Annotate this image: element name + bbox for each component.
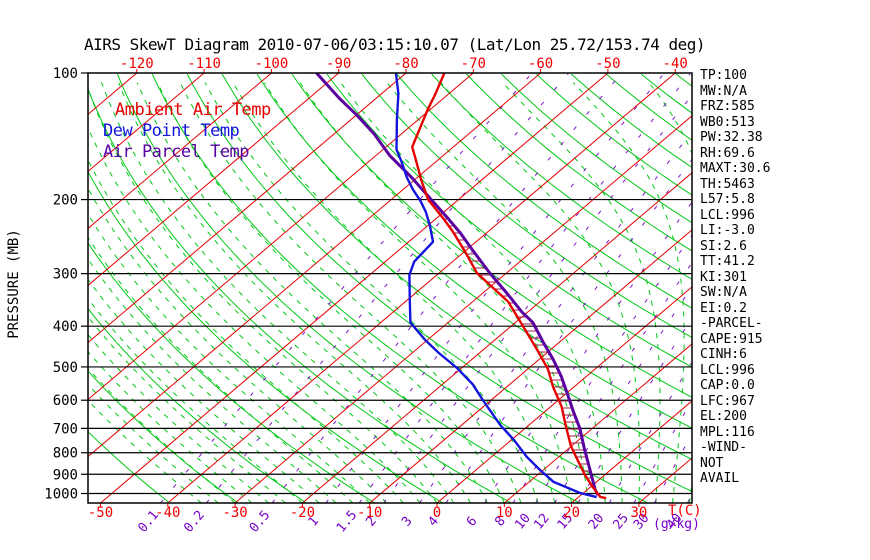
mixing-ratio-group [160,73,692,503]
isotherms-group [88,73,692,503]
stat-line-avail: AVAIL [700,471,740,486]
stat-line-not: NOT [700,455,724,471]
page-title: AIRS SkewT Diagram 2010-07-06/03:15:10.0… [84,35,706,54]
bottom-temp-tick-label: -50 [88,505,113,521]
stat-line-lfc: LFC:967 [700,393,755,409]
stat-line-l57: L57:5.8 [700,192,755,207]
stat-line-tp: TP:100 [700,68,747,83]
stat-line-maxt: MAXT:30.6 [700,161,771,176]
pressure-tick-label: 700 [53,421,78,437]
bottom-temp-tick-label: 10 [496,505,513,521]
top-temp-tick-label: -40 [663,56,688,72]
bottom-temp-tick-label: 20 [563,505,580,521]
pressure-axis-title: PRESSURE (MB) [6,229,22,339]
air-parcel-temp-curve [315,73,600,496]
bottom-temp-tick-label: -10 [357,505,382,521]
top-temp-tick-label: -110 [187,56,221,72]
mixing-ratio-tick-label: 25 [610,511,632,533]
legend-dew-point-temp: Dew Point Temp [103,121,240,141]
top-temp-tick-label: -60 [528,56,553,72]
stat-line-wb0: WB0:513 [700,114,755,130]
stat-line-ki: KI:301 [700,269,747,285]
stat-line-tt: TT:41.2 [700,254,755,269]
top-temp-tick-label: -90 [326,56,351,72]
stat-line-cap: CAP:0.0 [700,378,755,393]
mixing-ratio-tick-label: 0.2 [181,508,208,536]
stat-line-ei: EI:0.2 [700,300,747,316]
stat-line-wind: -WIND- [700,440,747,455]
temperature-unit-label: T(C) [668,503,702,519]
mixing-ratio-tick-label: 12 [531,511,553,533]
top-temp-tick-label: -50 [595,56,620,72]
pressure-tick-label: 900 [53,467,78,483]
stat-line-li: LI:-3.0 [700,223,755,238]
bottom-temp-tick-label: -40 [155,505,180,521]
plot-border [87,72,693,504]
pressure-tick-label: 600 [53,393,78,409]
stat-line-si: SI:2.6 [700,238,747,254]
bottom-temp-tick-label: -30 [222,505,247,521]
mixing-ratio-unit-label: (g/kg) [653,517,700,532]
stats-panel: TP:100 MW:N/A FRZ:585 WB0:513 PW:32.38 RH:69.… [700,68,868,487]
stat-line-el: EL:200 [700,409,747,424]
stat-line-th: TH:5463 [700,176,755,192]
stat-line-mpl: MPL:116 [700,424,755,440]
mixing-ratio-tick-label: 20 [586,511,608,533]
pressure-tick-label: 100 [53,66,78,82]
pressure-tick-label: 1000 [44,487,78,503]
bottom-temp-tick-label: 30 [630,505,647,521]
top-temp-tick-label: -70 [461,56,486,72]
pressure-tick-label: 800 [53,446,78,462]
mixing-ratio-tick-label: 3 [399,514,416,530]
bottom-temp-tick-label: -20 [290,505,315,521]
mixing-ratio-tick-label: 6 [464,514,481,530]
stat-line-frz: FRZ:585 [700,99,755,114]
dew-point-temp-curve [394,73,597,499]
stat-line-lcl: LCL:996 [700,362,755,378]
temp-tick-labels-group: -120 -110 -100 -90 -80 -70 -60 -50 -40-50 -40 -30-… [88,56,688,521]
dry-adiabats-group [88,73,692,503]
stat-line-mw: MW:N/A [700,83,747,99]
stat-line-pw: PW:32.38 [700,130,763,145]
pressure-tick-label: 200 [53,193,78,209]
top-temp-tick-label: -100 [255,56,289,72]
mixing-ratio-tick-label: 0.5 [247,508,274,536]
pressure-grid-group: 100 200 300 400 500 600 700 800 900 1000 [44,66,692,503]
sounding-curves-group [315,73,607,500]
bottom-temp-tick-label: 0 [433,505,441,521]
stat-line-lcl: LCL:996 [700,207,755,223]
legend-air-parcel-temp: Air Parcel Temp [103,142,250,162]
pressure-tick-label: 400 [53,319,78,335]
top-temp-tick-label: -120 [120,56,154,72]
legend-ambient-air-temp: Ambient Air Temp [115,100,271,120]
ambient-air-temp-curve [410,73,607,500]
top-temp-tick-label: -80 [393,56,418,72]
stat-line-cinh: CINH:6 [700,347,747,362]
pressure-tick-label: 500 [53,360,78,376]
stat-line-cape: CAPE:915 [700,331,763,347]
stat-line-parcel: -PARCEL- [700,316,763,331]
mixing-ratio-tick-label: 10 [512,511,534,533]
stat-line-sw: SW:N/A [700,285,747,300]
stat-line-rh: RH:69.6 [700,145,755,161]
pressure-tick-label: 300 [53,267,78,283]
